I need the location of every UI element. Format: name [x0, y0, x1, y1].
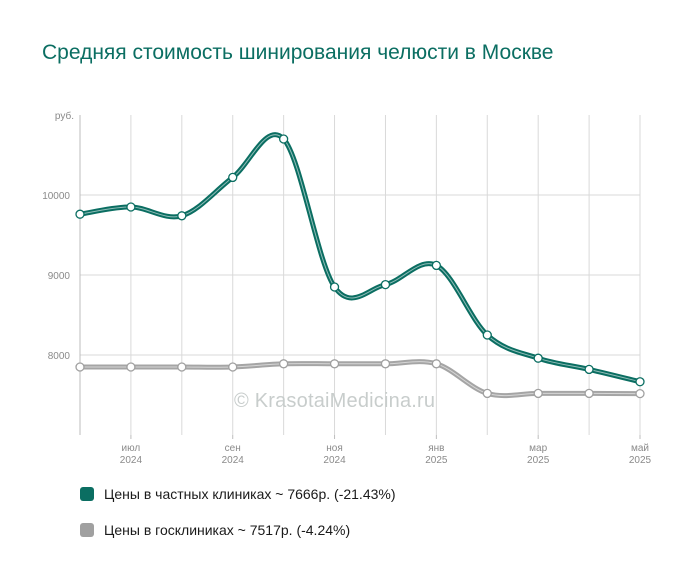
data-point-private	[584, 364, 594, 375]
data-point-public	[431, 359, 442, 369]
watermark-text: © KrasotaiMedicina.ru	[234, 390, 436, 412]
x-tick-label-year: 2025	[425, 455, 448, 466]
x-tick-label-year: 2025	[629, 455, 652, 466]
legend-item-public[interactable]: Цены в госклиниках ~ 7517р. (-4.24%)	[80, 520, 396, 540]
data-point-private	[380, 279, 391, 290]
series-lines	[77, 132, 643, 399]
data-point-private	[126, 202, 136, 212]
data-point-private	[482, 330, 492, 340]
x-tick-label-month: мар	[529, 443, 547, 454]
data-point-private	[329, 282, 340, 292]
data-point-public	[75, 362, 85, 372]
data-point-public	[584, 388, 594, 399]
data-point-public	[329, 359, 340, 369]
y-tick-label: 9000	[48, 271, 71, 282]
data-point-private	[635, 377, 645, 387]
x-tick-label-year: 2024	[323, 455, 346, 466]
series-line-private	[77, 132, 643, 385]
y-tick-label: 10000	[42, 191, 70, 202]
y-axis-unit-label: руб.	[55, 110, 74, 122]
data-point-public	[635, 388, 645, 399]
data-point-private	[533, 353, 543, 363]
data-point-private	[177, 211, 187, 221]
legend: Цены в частных клиниках ~ 7666р. (-21.43…	[80, 484, 396, 556]
data-point-public	[380, 359, 391, 369]
x-tick-label-year: 2024	[120, 455, 143, 466]
data-point-public	[177, 362, 187, 372]
data-point-public	[533, 388, 543, 399]
x-tick-label-month: ноя	[326, 443, 343, 454]
legend-item-private[interactable]: Цены в частных клиниках ~ 7666р. (-21.43…	[80, 484, 396, 504]
data-point-private	[278, 134, 289, 144]
legend-swatch-public	[80, 523, 94, 537]
data-point-private	[228, 172, 238, 183]
data-point-public	[482, 388, 492, 399]
x-tick-label-month: сен	[225, 443, 241, 454]
legend-label-private: Цены в частных клиниках ~ 7666р. (-21.43…	[104, 486, 396, 502]
grid-lines	[79, 115, 641, 435]
x-tick-label-month: май	[631, 443, 649, 454]
y-tick-label: 8000	[48, 351, 71, 362]
x-tick-label-year: 2025	[527, 455, 550, 466]
data-point-public	[228, 362, 238, 372]
axes: 8000900010000руб.июл2024сен2024ноя2024ян…	[42, 110, 651, 466]
x-tick-label-month: июл	[122, 443, 141, 454]
data-point-public	[278, 359, 289, 369]
series-line-highlight-private	[79, 134, 641, 383]
chart-title: Средняя стоимость шинирования челюсти в …	[42, 41, 554, 64]
x-tick-label-month: янв	[428, 443, 444, 454]
x-tick-label-year: 2024	[222, 455, 245, 466]
data-points	[75, 134, 645, 399]
data-point-private	[75, 209, 85, 219]
legend-swatch-private	[80, 487, 94, 501]
data-point-private	[431, 260, 442, 271]
legend-label-public: Цены в госклиниках ~ 7517р. (-4.24%)	[104, 522, 351, 538]
data-point-public	[126, 362, 136, 372]
